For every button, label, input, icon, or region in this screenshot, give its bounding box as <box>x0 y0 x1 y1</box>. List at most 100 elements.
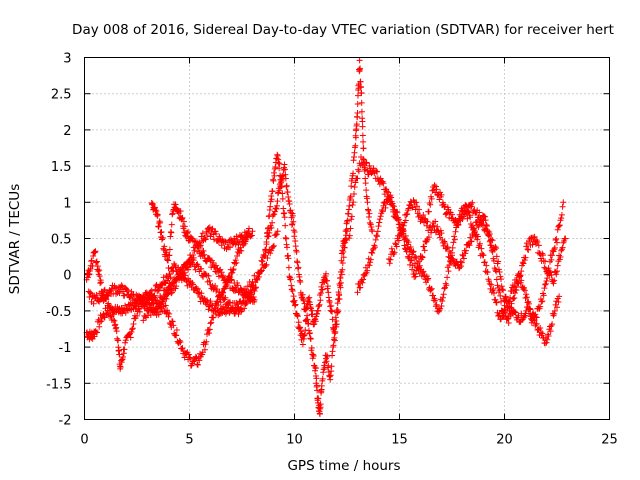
data-point <box>147 293 154 300</box>
data-point <box>366 210 373 217</box>
data-point <box>484 269 491 276</box>
data-point <box>116 351 123 358</box>
data-point <box>336 291 343 298</box>
data-point <box>154 288 161 295</box>
data-point <box>204 299 211 306</box>
data-point <box>164 291 171 298</box>
data-point <box>529 241 536 248</box>
data-point <box>521 313 528 320</box>
data-point <box>262 263 269 270</box>
data-point <box>275 159 282 166</box>
data-point <box>222 283 229 290</box>
data-point <box>121 292 128 299</box>
data-point <box>268 247 275 254</box>
data-point <box>285 255 292 262</box>
data-point <box>332 321 339 328</box>
data-point <box>155 311 162 318</box>
data-point <box>377 175 384 182</box>
data-point <box>500 287 507 294</box>
data-point <box>190 281 196 288</box>
data-point <box>102 295 109 302</box>
data-point <box>358 277 365 284</box>
data-point <box>158 228 165 235</box>
data-point <box>478 221 485 228</box>
data-point <box>242 301 249 308</box>
data-point <box>269 219 276 226</box>
data-point <box>157 219 164 226</box>
data-point <box>551 307 558 314</box>
data-point <box>215 302 222 309</box>
data-point <box>154 211 161 218</box>
data-point <box>171 260 178 267</box>
data-point <box>476 209 483 216</box>
data-point <box>122 302 129 309</box>
data-point <box>498 283 505 290</box>
data-point <box>489 287 496 294</box>
data-point <box>157 308 164 315</box>
data-point <box>496 269 503 276</box>
data-point <box>232 260 238 267</box>
data-point <box>551 246 558 253</box>
data-point <box>539 298 546 305</box>
data-point <box>498 298 504 305</box>
data-point <box>557 254 564 261</box>
data-point <box>461 208 468 215</box>
data-point <box>440 291 447 298</box>
data-point <box>258 257 265 264</box>
data-point <box>386 256 392 263</box>
data-point <box>323 277 330 284</box>
data-point <box>374 228 381 235</box>
data-point <box>289 288 296 295</box>
data-point <box>489 237 496 244</box>
data-point <box>160 274 167 281</box>
data-point <box>554 226 561 233</box>
data-point <box>360 145 367 152</box>
data-point <box>113 328 120 335</box>
data-point <box>388 245 395 252</box>
data-point <box>408 257 415 264</box>
data-point <box>279 190 286 197</box>
data-point <box>166 310 173 317</box>
data-point <box>312 365 319 372</box>
data-point <box>492 296 499 303</box>
data-point <box>402 217 409 224</box>
data-point <box>409 204 416 211</box>
data-point <box>98 279 105 286</box>
data-point <box>460 255 467 262</box>
data-point <box>350 170 357 177</box>
data-point <box>457 258 464 265</box>
data-point <box>249 278 256 285</box>
data-point <box>142 313 149 320</box>
data-point <box>316 411 323 418</box>
data-point <box>491 246 498 253</box>
data-point <box>382 204 389 211</box>
data-point <box>87 290 94 297</box>
data-point <box>428 286 434 293</box>
data-point <box>405 239 412 246</box>
data-point <box>556 222 563 229</box>
data-point <box>212 282 219 289</box>
data-point <box>194 361 201 368</box>
data-point <box>272 231 279 238</box>
data-point <box>373 232 380 239</box>
data-point <box>420 211 427 218</box>
data-point <box>85 274 91 281</box>
data-point <box>477 216 484 223</box>
data-point <box>352 179 359 186</box>
data-point <box>358 84 364 91</box>
data-point <box>270 243 277 250</box>
data-point <box>458 214 465 221</box>
data-point <box>400 222 407 229</box>
data-point <box>395 237 402 244</box>
data-point <box>438 303 445 310</box>
data-point <box>286 201 293 208</box>
data-point <box>502 309 509 316</box>
data-point <box>316 301 323 308</box>
data-point <box>199 230 206 237</box>
data-point <box>403 211 410 218</box>
data-point <box>122 339 129 346</box>
data-point <box>273 231 280 238</box>
data-point <box>290 218 297 225</box>
data-point <box>154 305 161 312</box>
data-point <box>151 294 158 301</box>
